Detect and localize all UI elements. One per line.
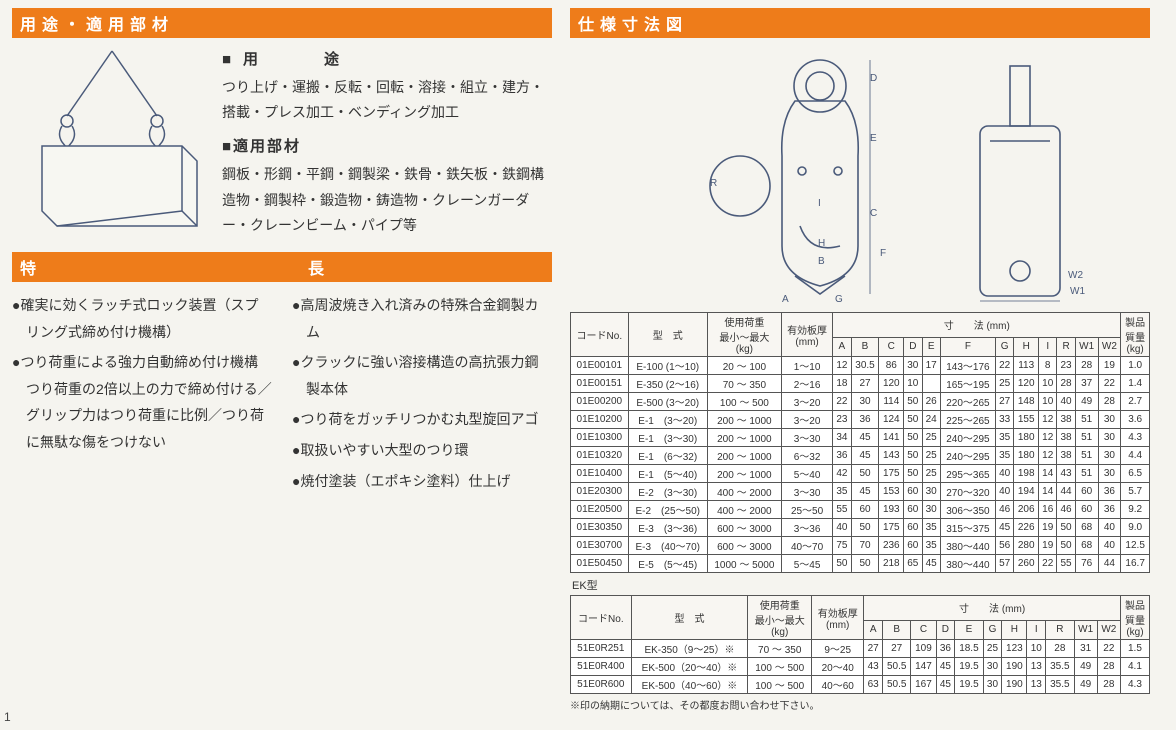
table-header: I (1027, 620, 1046, 639)
table-header: D (936, 620, 955, 639)
table-header: 製品質量(kg) (1120, 596, 1149, 640)
feature-item: ●つり荷重による強力自動締め付け機構 つり荷重の2倍以上の力で締め付ける／グリッ… (12, 349, 272, 455)
table-header: 型 式 (631, 596, 748, 640)
table-row: 01E20500E-2 (25〜50)400 〜 200025〜50556019… (571, 501, 1150, 519)
table-header: 使用荷重最小〜最大(kg) (707, 313, 781, 357)
table-header: 型 式 (628, 313, 707, 357)
svg-text:E: E (870, 133, 877, 144)
material-subhead: ■適用部材 (222, 133, 552, 160)
table-header: A (864, 620, 883, 639)
table-header: I (1039, 337, 1057, 356)
usage-row: ■用 途 つり上げ・運搬・反転・回転・溶接・組立・建方・搭載・プレス加工・ベンデ… (12, 46, 552, 238)
table-row: 01E10320E-1 (6〜32)200 〜 10006〜3236451435… (571, 447, 1150, 465)
feature-item: ●取扱いやすい大型のつり環 (292, 437, 552, 464)
table-row: 01E10400E-1 (5〜40)200 〜 10005〜4042501755… (571, 465, 1150, 483)
ek-table-label: EK型 (572, 577, 1150, 593)
table-header: E (922, 337, 940, 356)
table-row: 51E0R251EK-350（9〜25）※70 〜 3509〜252727109… (571, 640, 1150, 658)
table-row: 01E20300E-2 (3〜30)400 〜 20003〜3035451536… (571, 483, 1150, 501)
svg-text:G: G (835, 294, 843, 305)
table-header: D (904, 337, 922, 356)
table-header: E (955, 620, 983, 639)
usage-text-block: ■用 途 つり上げ・運搬・反転・回転・溶接・組立・建方・搭載・プレス加工・ベンデ… (222, 46, 552, 238)
table-row: 01E50450E-5 (5〜45)1000 〜 50005〜455050218… (571, 555, 1150, 573)
right-column: 仕様寸法図 DE CA GF RH (570, 8, 1150, 712)
table-header: H (1002, 620, 1027, 639)
table-header: W2 (1098, 337, 1121, 356)
table-header: C (911, 620, 936, 639)
page-number: 1 (4, 710, 11, 724)
svg-text:I: I (818, 198, 821, 209)
table-header: 製品質量(kg) (1121, 313, 1150, 357)
table-header: コードNo. (571, 313, 629, 357)
table-header: W1 (1074, 620, 1097, 639)
feature-item: ●つり荷をガッチリつかむ丸型旋回アゴ (292, 406, 552, 433)
table-row: 01E30700E-3 (40〜70)600 〜 300040〜70757023… (571, 537, 1150, 555)
svg-text:W2: W2 (1068, 270, 1083, 281)
usage-section-header: 用途・適用部材 (12, 8, 552, 38)
table-header: G (983, 620, 1002, 639)
table-header: G (995, 337, 1013, 356)
feature-item: ●焼付塗装（エポキシ塗料）仕上げ (292, 468, 552, 495)
features-block: ●確実に効くラッチ式ロック装置（スプリング式締め付け機構）●つり荷重による強力自… (12, 292, 552, 498)
svg-text:A: A (782, 294, 789, 305)
spec-table-ek: コードNo.型 式使用荷重最小〜最大(kg)有効板厚(mm)寸 法 (mm)製品… (570, 595, 1150, 694)
table-header: A (833, 337, 851, 356)
table-header: 使用荷重最小〜最大(kg) (748, 596, 812, 640)
feature-item: ●確実に効くラッチ式ロック装置（スプリング式締め付け機構） (12, 292, 272, 345)
svg-text:R: R (710, 178, 717, 189)
usage-subhead: ■用 途 (222, 46, 552, 73)
table-header: C (879, 337, 904, 356)
usage-body: つり上げ・運搬・反転・回転・溶接・組立・建方・搭載・プレス加工・ベンディング加工 (222, 75, 552, 125)
table-header: R (1046, 620, 1074, 639)
material-body: 鋼板・形鋼・平鋼・鋼製梁・鉄骨・鉄矢板・鉄鋼構造物・鋼製枠・鍛造物・鋳造物・クレ… (222, 162, 552, 238)
table-header: R (1057, 337, 1075, 356)
table-header: 寸 法 (mm) (833, 313, 1121, 338)
table-header: W1 (1075, 337, 1098, 356)
svg-text:H: H (818, 238, 825, 249)
dimension-diagram: D E C A G F R H B I W1 W2 (570, 46, 1150, 306)
svg-text:W1: W1 (1070, 286, 1085, 297)
feature-item: ●高周波焼き入れ済みの特殊合金鋼製カム (292, 292, 552, 345)
table-row: 01E30350E-3 (3〜36)600 〜 30003〜3640501756… (571, 519, 1150, 537)
table-row: 01E00151E-350 (2〜16)70 〜 3502〜1618271201… (571, 375, 1150, 393)
table-header: B (851, 337, 879, 356)
table-row: 01E10300E-1 (3〜30)200 〜 10003〜3034451415… (571, 429, 1150, 447)
spec-section-header: 仕様寸法図 (570, 8, 1150, 38)
lifting-illustration (12, 46, 212, 236)
feature-item: ●クラックに強い溶接構造の高抗張力鋼製本体 (292, 349, 552, 402)
table-row: 01E10200E-1 (3〜20)200 〜 10003〜2023361245… (571, 411, 1150, 429)
spec-table-e: コードNo.型 式使用荷重最小〜最大(kg)有効板厚(mm)寸 法 (mm)製品… (570, 312, 1150, 573)
footnote: ※印の納期については、その都度お問い合わせ下さい。 (570, 697, 1150, 712)
features-left-list: ●確実に効くラッチ式ロック装置（スプリング式締め付け機構）●つり荷重による強力自… (12, 292, 272, 498)
svg-text:D: D (870, 73, 877, 84)
features-section-header: 特 長 (12, 252, 552, 282)
table-header: H (1014, 337, 1039, 356)
left-column: 用途・適用部材 ■用 途 (12, 8, 552, 712)
table-header: 有効板厚(mm) (781, 313, 832, 357)
table-row: 01E00101E-100 (1〜10)20 〜 1001〜101230.586… (571, 357, 1150, 375)
table-row: 51E0R600EK-500（40〜60）※100 〜 50040〜606350… (571, 676, 1150, 694)
table-header: F (940, 337, 995, 356)
table-header: W2 (1097, 620, 1120, 639)
svg-text:B: B (818, 256, 825, 267)
table-row: 51E0R400EK-500（20〜40）※100 〜 50020〜404350… (571, 658, 1150, 676)
table-header: B (883, 620, 911, 639)
table-row: 01E00200E-500 (3〜20)100 〜 5003〜202230114… (571, 393, 1150, 411)
table-header: 寸 法 (mm) (864, 596, 1121, 621)
svg-text:C: C (870, 208, 877, 219)
svg-text:F: F (880, 248, 886, 259)
table-header: コードNo. (571, 596, 632, 640)
features-right-list: ●高周波焼き入れ済みの特殊合金鋼製カム●クラックに強い溶接構造の高抗張力鋼製本体… (292, 292, 552, 498)
table-header: 有効板厚(mm) (812, 596, 864, 640)
